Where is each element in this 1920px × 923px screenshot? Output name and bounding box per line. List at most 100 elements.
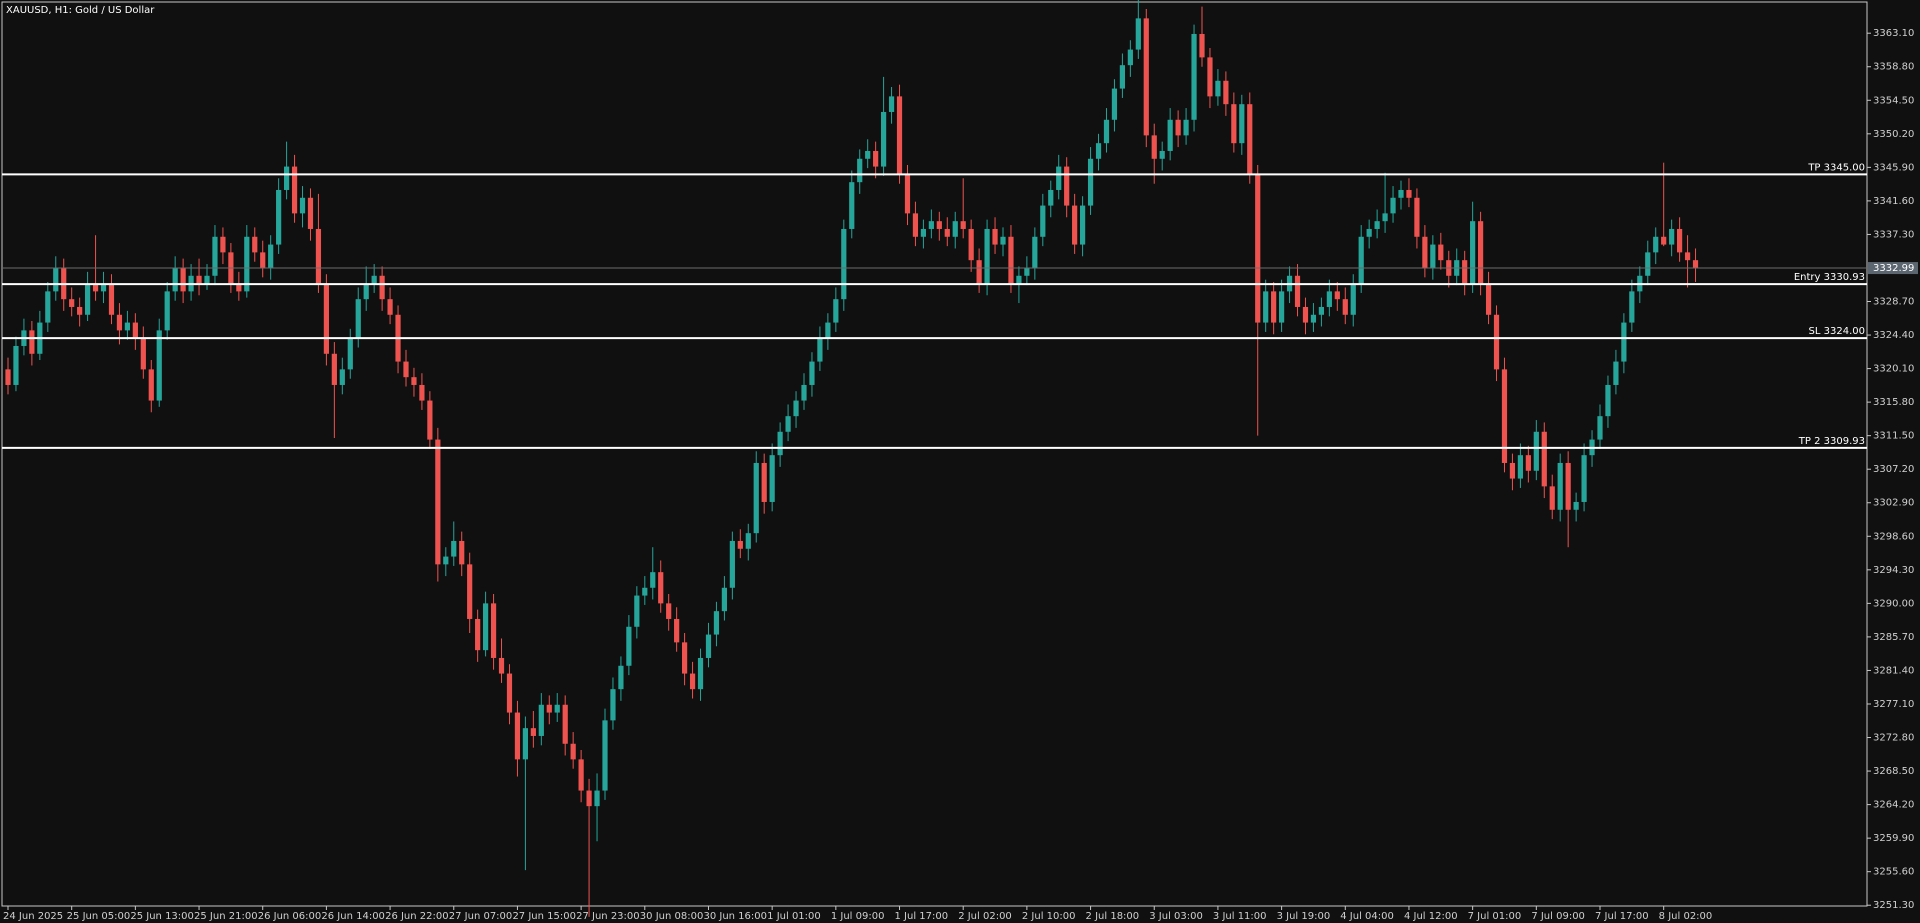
candle-body: [873, 150, 879, 167]
y-tick-label: 3251.30: [1873, 900, 1914, 911]
candle-body: [291, 166, 298, 214]
y-tick-label: 3354.50: [1873, 95, 1914, 106]
candle-body: [1143, 18, 1149, 136]
candle-body: [196, 275, 202, 284]
candle-body: [825, 322, 831, 339]
candle-body: [1064, 166, 1070, 206]
candle-body: [801, 384, 807, 401]
candle-body: [697, 657, 704, 690]
candle-body: [77, 306, 83, 315]
candle-body: [1342, 299, 1348, 315]
candle-body: [626, 626, 632, 666]
candle-body: [1358, 236, 1364, 284]
level-label: TP 2 3309.93: [1798, 436, 1865, 447]
candle-body: [435, 439, 441, 565]
candle-body: [403, 361, 409, 378]
candle-body: [1517, 455, 1523, 479]
candle-body: [689, 673, 696, 690]
candle-body: [1255, 174, 1261, 323]
candle-body: [1573, 501, 1579, 510]
candle-body: [1533, 431, 1539, 471]
candle-body: [1677, 228, 1683, 253]
candle-body: [1541, 431, 1547, 487]
candle-body: [522, 728, 528, 760]
candle-body: [976, 260, 982, 284]
current-price-box: [1868, 262, 1918, 275]
candle-body: [1159, 150, 1165, 159]
candle-body: [379, 275, 385, 300]
candle-body: [459, 540, 465, 565]
candle-body: [69, 299, 75, 307]
candle-body: [1223, 80, 1229, 105]
candle-body: [1127, 49, 1133, 66]
candle-body: [1080, 205, 1086, 245]
y-tick-label: 3259.90: [1873, 833, 1914, 844]
candle-body: [538, 704, 544, 736]
candle-body: [578, 759, 584, 791]
candle-body: [682, 642, 688, 674]
candle-body: [642, 587, 648, 596]
candle-body: [1669, 228, 1675, 245]
y-tick-label: 3298.60: [1873, 531, 1914, 542]
candle-body: [1231, 104, 1237, 144]
x-tick-label: 7 Jul 09:00: [1531, 911, 1585, 922]
candle-body: [411, 377, 417, 385]
candle-body: [387, 299, 393, 315]
candle-body: [5, 369, 11, 385]
candle-body: [586, 790, 592, 807]
candle-body: [108, 283, 115, 315]
x-tick-label: 25 Jun 13:00: [130, 911, 194, 922]
candle-body: [355, 299, 361, 339]
candle-body: [1111, 88, 1118, 120]
y-tick-label: 3268.50: [1873, 766, 1914, 777]
x-tick-label: 25 Jun 21:00: [194, 911, 258, 922]
x-tick-label: 2 Jul 18:00: [1086, 911, 1140, 922]
y-tick-label: 3350.20: [1873, 129, 1914, 140]
candle-body: [498, 657, 505, 674]
x-tick-label: 4 Jul 04:00: [1340, 911, 1394, 922]
candle-body: [1151, 135, 1157, 159]
y-tick-label: 3264.20: [1873, 800, 1914, 811]
candle-body: [713, 611, 720, 635]
x-tick-label: 3 Jul 03:00: [1149, 911, 1203, 922]
candle-body: [1334, 291, 1340, 300]
x-tick-label: 3 Jul 11:00: [1213, 911, 1267, 922]
candle-body: [363, 283, 369, 300]
y-tick-label: 3290.00: [1873, 598, 1914, 609]
candle-body: [1119, 65, 1125, 89]
candle-body: [1167, 119, 1173, 151]
y-tick-label: 3328.70: [1873, 297, 1914, 308]
candle-body: [1247, 104, 1253, 175]
candle-body: [674, 618, 680, 643]
x-tick-label: 26 Jun 22:00: [385, 911, 449, 922]
x-tick-label: 30 Jun 08:00: [640, 911, 704, 922]
candle-body: [1048, 189, 1054, 206]
candle-body: [1382, 213, 1388, 222]
candle-body: [602, 720, 608, 791]
candle-body: [1374, 221, 1380, 229]
candle-body: [737, 540, 743, 549]
candle-body: [124, 322, 130, 331]
candle-body: [888, 96, 895, 112]
candle-body: [1525, 455, 1531, 471]
candle-body: [729, 540, 735, 588]
x-tick-label: 26 Jun 06:00: [258, 911, 322, 922]
candle-body: [881, 111, 887, 167]
chart-title: XAUUSD, H1: Gold / US Dollar: [6, 5, 155, 16]
candle-body: [172, 267, 178, 292]
y-tick-label: 3285.70: [1873, 632, 1914, 643]
candle-body: [1613, 361, 1619, 385]
candle-body: [769, 455, 775, 502]
candle-body: [1175, 119, 1181, 136]
y-tick-label: 3302.90: [1873, 498, 1914, 509]
candle-body: [920, 228, 926, 237]
candle-body: [252, 236, 258, 253]
candle-body: [745, 533, 751, 549]
y-tick-label: 3307.20: [1873, 464, 1914, 475]
x-tick-label: 1 Jul 17:00: [895, 911, 949, 922]
x-tick-label: 24 Jun 2025: [3, 911, 63, 922]
candle-body: [968, 228, 974, 261]
candle-body: [1414, 197, 1420, 237]
candle-body: [1684, 252, 1691, 261]
